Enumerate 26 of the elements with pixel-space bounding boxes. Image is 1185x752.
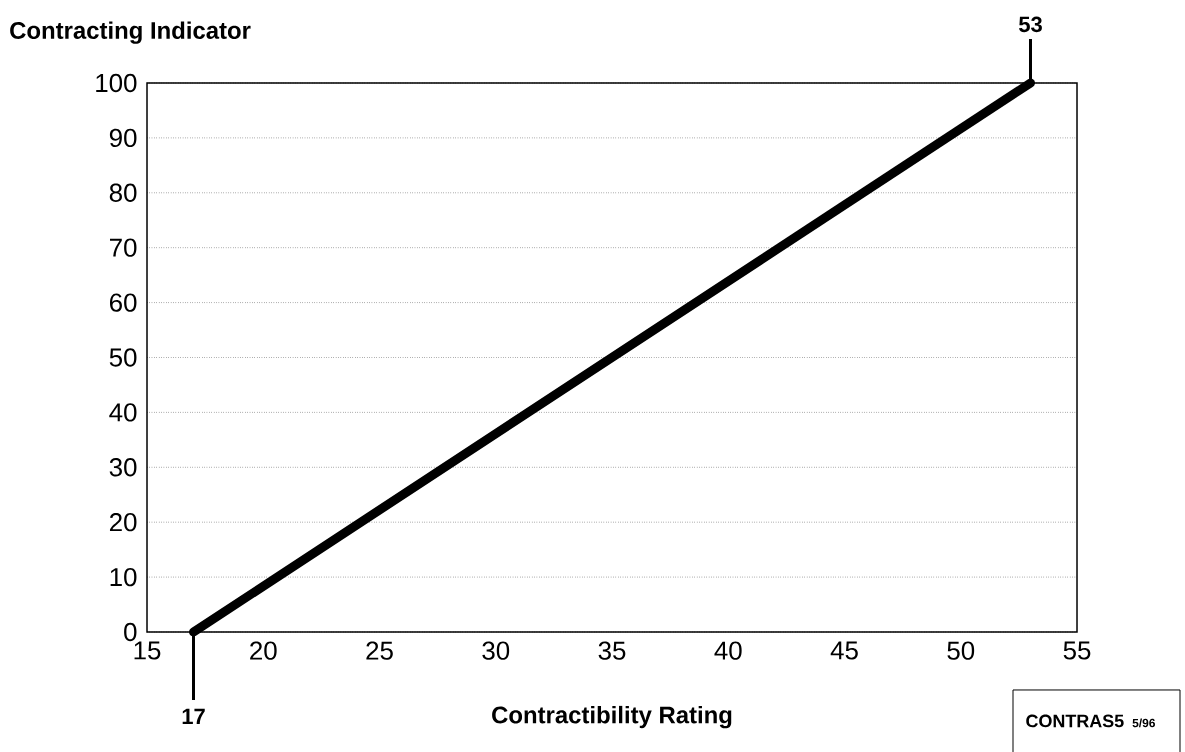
x-tick-label: 40 xyxy=(714,641,742,660)
y-tick-label: 20 xyxy=(109,513,137,532)
x-tick-label: 35 xyxy=(598,641,626,660)
x-tick-label: 20 xyxy=(250,641,277,660)
x-axis-title: Contractibility Rating xyxy=(492,705,732,729)
y-tick-label: 70 xyxy=(110,238,137,257)
y-tick-label: 30 xyxy=(109,458,137,477)
text: 5/96 xyxy=(1132,718,1155,728)
y-tick-label: 40 xyxy=(109,403,137,422)
y-tick-label: 10 xyxy=(110,567,137,587)
y-axis-title: Contracting Indicator xyxy=(10,21,251,44)
annotation: 53 xyxy=(1018,16,1042,33)
y-tick-label: 60 xyxy=(109,293,137,312)
y-tick-label: 0 xyxy=(124,622,137,642)
text: CONTRAS5 xyxy=(1026,714,1124,728)
y-tick-label: 50 xyxy=(109,348,137,367)
y-tick-label: 90 xyxy=(109,128,137,148)
x-tick-label: 30 xyxy=(482,641,510,660)
annotation: 17 xyxy=(182,708,205,724)
x-tick-label: 55 xyxy=(1063,641,1091,660)
y-tick-label: 100 xyxy=(96,73,137,93)
x-tick-label: 25 xyxy=(366,641,393,660)
y-tick-label: 80 xyxy=(109,183,137,202)
x-tick-label: 15 xyxy=(134,641,161,660)
x-tick-label: 50 xyxy=(947,641,975,660)
x-tick-label: 45 xyxy=(830,641,858,660)
